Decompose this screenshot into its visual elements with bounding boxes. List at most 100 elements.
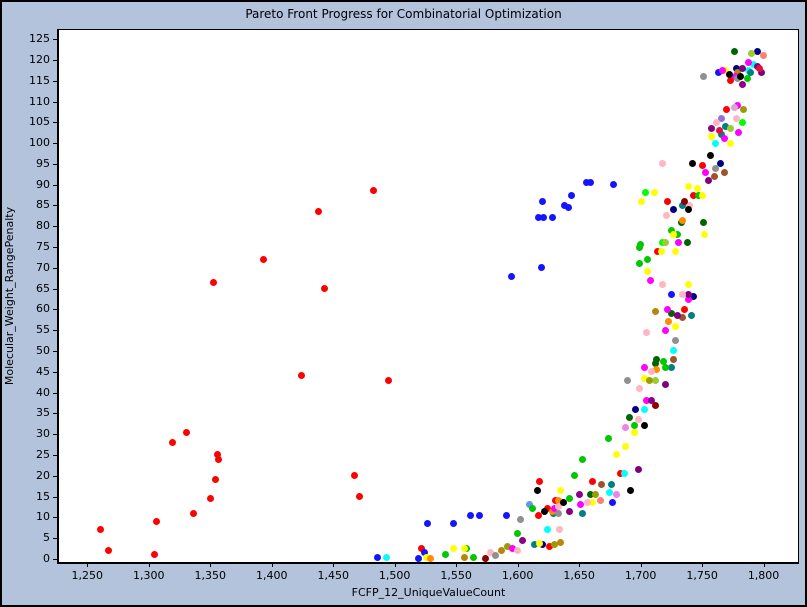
- data-point[interactable]: [414, 554, 422, 562]
- data-point[interactable]: [533, 486, 541, 494]
- data-point[interactable]: [507, 272, 515, 280]
- data-point[interactable]: [715, 127, 723, 135]
- data-point[interactable]: [685, 206, 693, 214]
- data-point[interactable]: [660, 357, 668, 365]
- data-point[interactable]: [586, 490, 594, 498]
- data-point[interactable]: [721, 122, 729, 130]
- data-point[interactable]: [726, 77, 734, 85]
- data-point[interactable]: [503, 511, 511, 519]
- data-point[interactable]: [645, 376, 653, 384]
- data-point[interactable]: [450, 520, 458, 528]
- data-point[interactable]: [726, 139, 734, 147]
- data-point[interactable]: [720, 135, 728, 143]
- data-point[interactable]: [735, 129, 743, 137]
- data-point[interactable]: [651, 307, 659, 315]
- data-point[interactable]: [658, 247, 665, 255]
- data-point[interactable]: [710, 172, 718, 180]
- data-point[interactable]: [661, 239, 669, 247]
- data-point[interactable]: [543, 526, 551, 534]
- data-point[interactable]: [622, 443, 630, 451]
- data-point[interactable]: [504, 542, 512, 550]
- data-point[interactable]: [643, 397, 651, 405]
- data-point[interactable]: [689, 293, 697, 301]
- data-point[interactable]: [168, 438, 176, 446]
- data-point[interactable]: [746, 68, 754, 76]
- data-point[interactable]: [605, 434, 613, 442]
- plot-area[interactable]: [57, 29, 799, 564]
- data-point[interactable]: [739, 118, 747, 126]
- data-point[interactable]: [418, 544, 426, 552]
- data-point[interactable]: [321, 285, 329, 293]
- data-point[interactable]: [733, 64, 741, 72]
- data-point[interactable]: [482, 554, 490, 562]
- data-point[interactable]: [664, 305, 672, 313]
- data-point[interactable]: [718, 131, 726, 139]
- data-point[interactable]: [661, 326, 669, 334]
- data-point[interactable]: [638, 197, 646, 205]
- data-point[interactable]: [760, 52, 768, 60]
- data-point[interactable]: [747, 50, 755, 58]
- data-point[interactable]: [648, 397, 656, 405]
- data-point[interactable]: [104, 547, 112, 555]
- data-point[interactable]: [461, 554, 469, 562]
- data-point[interactable]: [685, 291, 693, 299]
- data-point[interactable]: [687, 312, 695, 320]
- data-point[interactable]: [671, 337, 679, 345]
- data-point[interactable]: [648, 368, 656, 376]
- data-point[interactable]: [635, 260, 643, 268]
- data-point[interactable]: [151, 551, 159, 559]
- data-point[interactable]: [559, 499, 567, 507]
- data-point[interactable]: [210, 278, 218, 286]
- data-point[interactable]: [570, 472, 578, 480]
- data-point[interactable]: [423, 554, 431, 562]
- data-point[interactable]: [576, 501, 584, 509]
- data-point[interactable]: [586, 179, 594, 187]
- data-point[interactable]: [492, 552, 499, 560]
- data-point[interactable]: [678, 291, 686, 299]
- data-point[interactable]: [699, 73, 707, 81]
- data-point[interactable]: [420, 549, 428, 557]
- data-point[interactable]: [739, 64, 747, 72]
- data-point[interactable]: [487, 549, 495, 557]
- data-point[interactable]: [183, 428, 191, 436]
- data-point[interactable]: [659, 160, 667, 168]
- data-point[interactable]: [670, 347, 678, 355]
- data-point[interactable]: [630, 422, 638, 430]
- data-point[interactable]: [643, 328, 651, 336]
- data-point[interactable]: [634, 416, 642, 424]
- data-point[interactable]: [441, 551, 449, 559]
- data-point[interactable]: [608, 499, 616, 507]
- data-point[interactable]: [382, 554, 390, 562]
- data-point[interactable]: [712, 139, 720, 147]
- data-point[interactable]: [699, 218, 707, 226]
- data-point[interactable]: [673, 231, 681, 239]
- data-point[interactable]: [707, 152, 715, 160]
- data-point[interactable]: [370, 187, 378, 195]
- data-point[interactable]: [723, 106, 731, 114]
- data-point[interactable]: [646, 276, 654, 284]
- data-point[interactable]: [557, 486, 565, 494]
- data-point[interactable]: [546, 542, 554, 550]
- data-point[interactable]: [538, 197, 546, 205]
- data-point[interactable]: [681, 197, 689, 205]
- data-point[interactable]: [373, 554, 381, 562]
- data-point[interactable]: [757, 68, 765, 76]
- data-point[interactable]: [659, 280, 667, 288]
- data-point[interactable]: [702, 168, 710, 176]
- data-point[interactable]: [536, 539, 544, 547]
- data-point[interactable]: [730, 48, 738, 56]
- data-point[interactable]: [211, 476, 219, 484]
- data-point[interactable]: [736, 73, 744, 81]
- data-point[interactable]: [694, 191, 702, 199]
- data-point[interactable]: [681, 305, 689, 313]
- data-point[interactable]: [467, 511, 475, 519]
- data-point[interactable]: [617, 470, 625, 478]
- data-point[interactable]: [685, 280, 693, 288]
- data-point[interactable]: [565, 507, 573, 515]
- data-point[interactable]: [555, 526, 563, 534]
- data-point[interactable]: [673, 312, 681, 320]
- data-point[interactable]: [514, 547, 522, 555]
- data-point[interactable]: [591, 490, 599, 498]
- data-point[interactable]: [528, 505, 536, 513]
- data-point[interactable]: [554, 497, 562, 505]
